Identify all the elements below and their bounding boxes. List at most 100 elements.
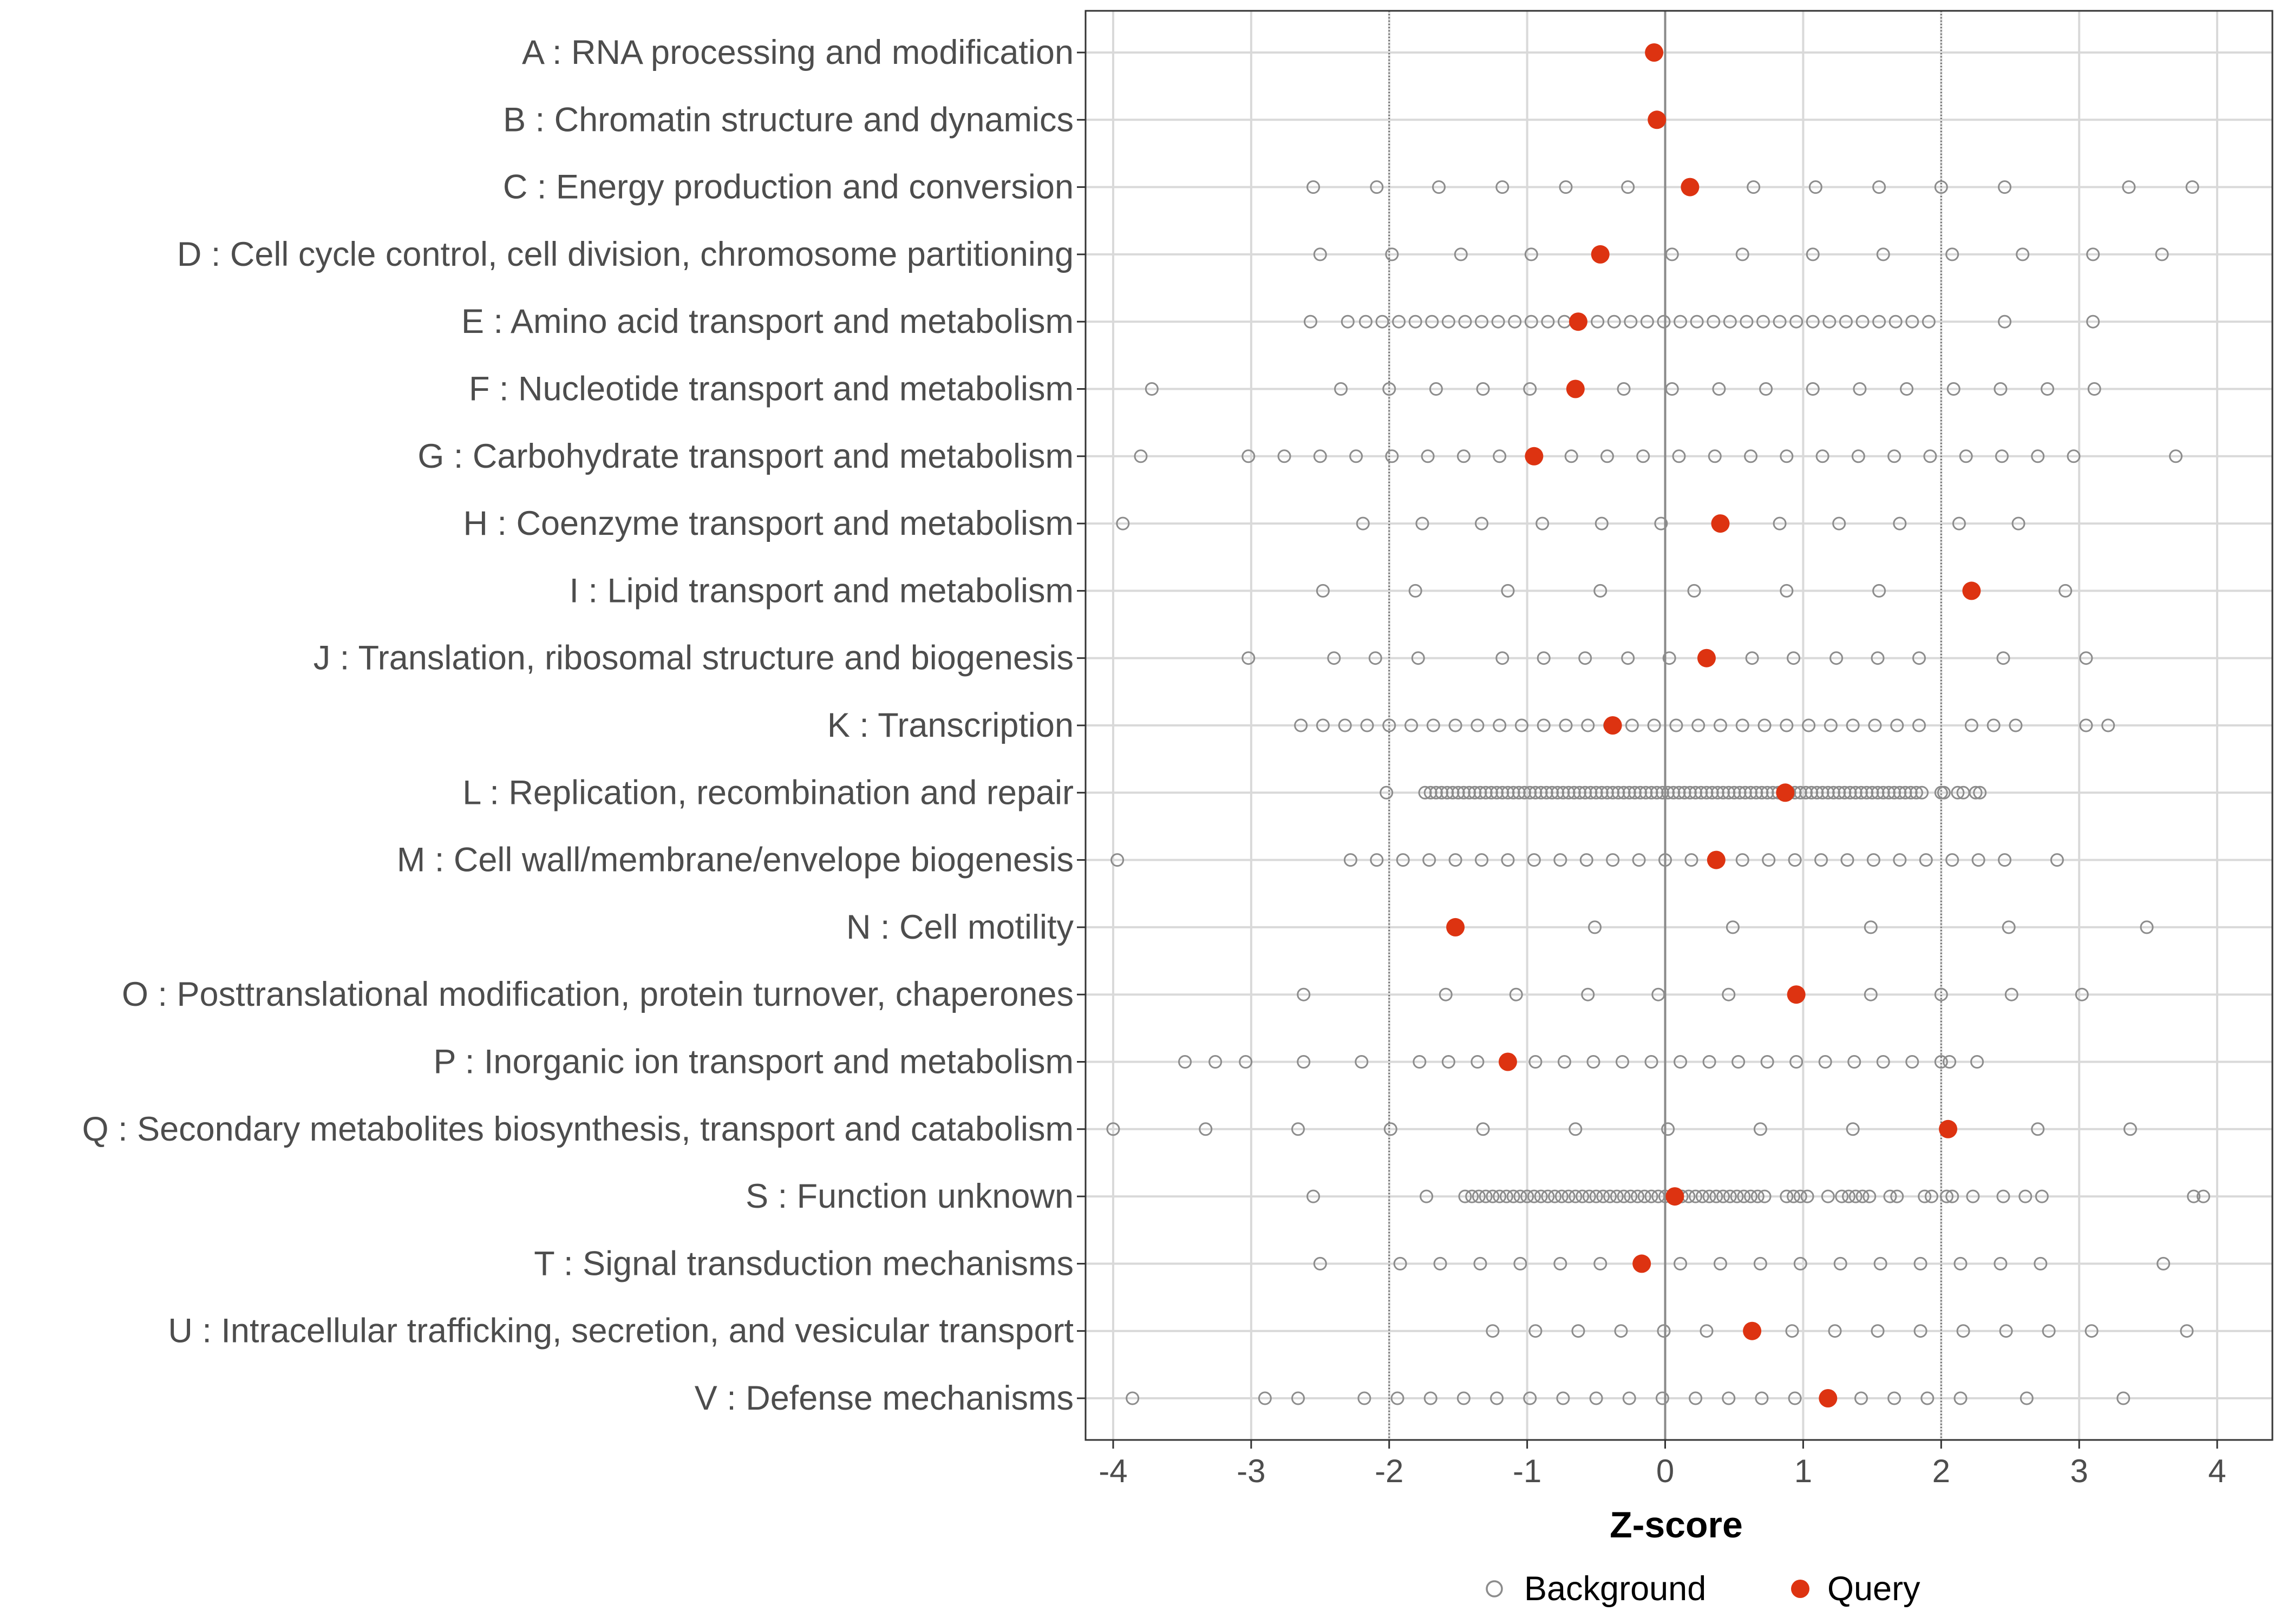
legend-query-marker — [1791, 1580, 1809, 1598]
background-point — [1828, 1324, 1842, 1338]
category-label: S : Function unknown — [746, 1177, 1074, 1215]
background-point — [1655, 785, 1669, 800]
background-point — [1607, 315, 1621, 329]
background-point — [1644, 1055, 1658, 1069]
background-point — [1520, 1189, 1534, 1203]
background-point — [1508, 315, 1522, 329]
background-point — [1468, 785, 1482, 800]
background-point — [1912, 651, 1926, 665]
background-points — [1106, 180, 2211, 1405]
background-point — [1863, 1189, 1877, 1203]
background-point — [2020, 1391, 2034, 1405]
background-point — [1490, 785, 1504, 800]
background-point — [1589, 1189, 1603, 1203]
background-point — [1589, 1391, 1603, 1405]
background-point — [1564, 449, 1578, 463]
background-point — [1429, 382, 1443, 396]
background-point — [1622, 1391, 1636, 1405]
background-point — [1787, 1189, 1801, 1203]
background-point — [1556, 1391, 1570, 1405]
background-point — [2059, 584, 2073, 598]
background-point — [2079, 718, 2093, 732]
background-point — [1753, 1256, 1767, 1271]
background-point — [1846, 718, 1860, 732]
background-point — [1821, 785, 1835, 800]
background-point — [1572, 785, 1586, 800]
background-point — [1291, 1122, 1305, 1136]
background-point — [1904, 785, 1918, 800]
background-point — [1833, 1256, 1847, 1271]
background-point — [1872, 180, 1886, 194]
background-point — [1586, 1055, 1600, 1069]
background-point — [1860, 785, 1874, 800]
x-tick-label: 2 — [1932, 1453, 1950, 1489]
background-point — [1898, 785, 1912, 800]
background-point — [1433, 1256, 1447, 1271]
background-point — [1822, 315, 1837, 329]
background-point — [1358, 315, 1373, 329]
background-point — [1448, 718, 1462, 732]
background-point — [1661, 1122, 1675, 1136]
background-point — [1370, 180, 1384, 194]
background-point — [1110, 853, 1125, 867]
background-point — [1969, 785, 1983, 800]
background-point — [1996, 651, 2010, 665]
legend-background-marker — [1486, 1580, 1503, 1597]
background-point — [1755, 1391, 1769, 1405]
background-point — [1672, 449, 1686, 463]
background-point — [1788, 1391, 1802, 1405]
background-point — [1528, 1324, 1543, 1338]
background-point — [1669, 718, 1683, 732]
background-point — [1883, 1189, 1897, 1203]
background-point — [1554, 1189, 1569, 1203]
background-point — [1458, 1189, 1472, 1203]
category-label: J : Translation, ribosomal structure and… — [313, 639, 1074, 677]
background-point — [1707, 315, 1721, 329]
background-point — [1687, 584, 1701, 598]
background-point — [1821, 1189, 1835, 1203]
background-point — [1420, 1189, 1434, 1203]
background-point — [2116, 1391, 2131, 1405]
background-point — [2185, 180, 2199, 194]
background-point — [2004, 987, 2018, 1001]
background-point — [1569, 1122, 1583, 1136]
background-point — [1559, 180, 1573, 194]
x-tick-label: 4 — [2208, 1453, 2226, 1489]
background-point — [1465, 1189, 1479, 1203]
background-point — [1313, 1256, 1327, 1271]
background-point — [1621, 180, 1635, 194]
background-point — [1757, 718, 1772, 732]
background-point — [1674, 1055, 1688, 1069]
background-point — [1624, 315, 1638, 329]
background-point — [1919, 853, 1933, 867]
background-point — [2035, 1189, 2049, 1203]
background-point — [1727, 785, 1741, 800]
query-point — [1648, 110, 1667, 129]
background-point — [1316, 584, 1330, 598]
query-point — [1603, 716, 1622, 735]
background-point — [1934, 1055, 1948, 1069]
background-point — [1534, 785, 1548, 800]
background-point — [1306, 180, 1321, 194]
category-label: L : Replication, recombination and repai… — [462, 774, 1074, 811]
background-point — [1689, 785, 1703, 800]
x-tick-label: -3 — [1237, 1453, 1265, 1489]
background-point — [1633, 785, 1648, 800]
background-point — [1632, 853, 1646, 867]
background-point — [1567, 785, 1581, 800]
background-point — [1528, 785, 1543, 800]
background-point — [1893, 785, 1907, 800]
background-point — [1512, 785, 1526, 800]
category-label: F : Nucleotide transport and metabolism — [469, 370, 1074, 408]
background-point — [1689, 1391, 1703, 1405]
background-point — [1773, 315, 1787, 329]
background-point — [1462, 785, 1476, 800]
background-point — [1475, 516, 1489, 531]
query-point — [1743, 1321, 1762, 1340]
background-point — [1738, 785, 1752, 800]
background-point — [1439, 987, 1453, 1001]
background-point — [1744, 449, 1758, 463]
background-point — [1382, 382, 1396, 396]
background-point — [1425, 315, 1439, 329]
background-point — [2087, 382, 2101, 396]
